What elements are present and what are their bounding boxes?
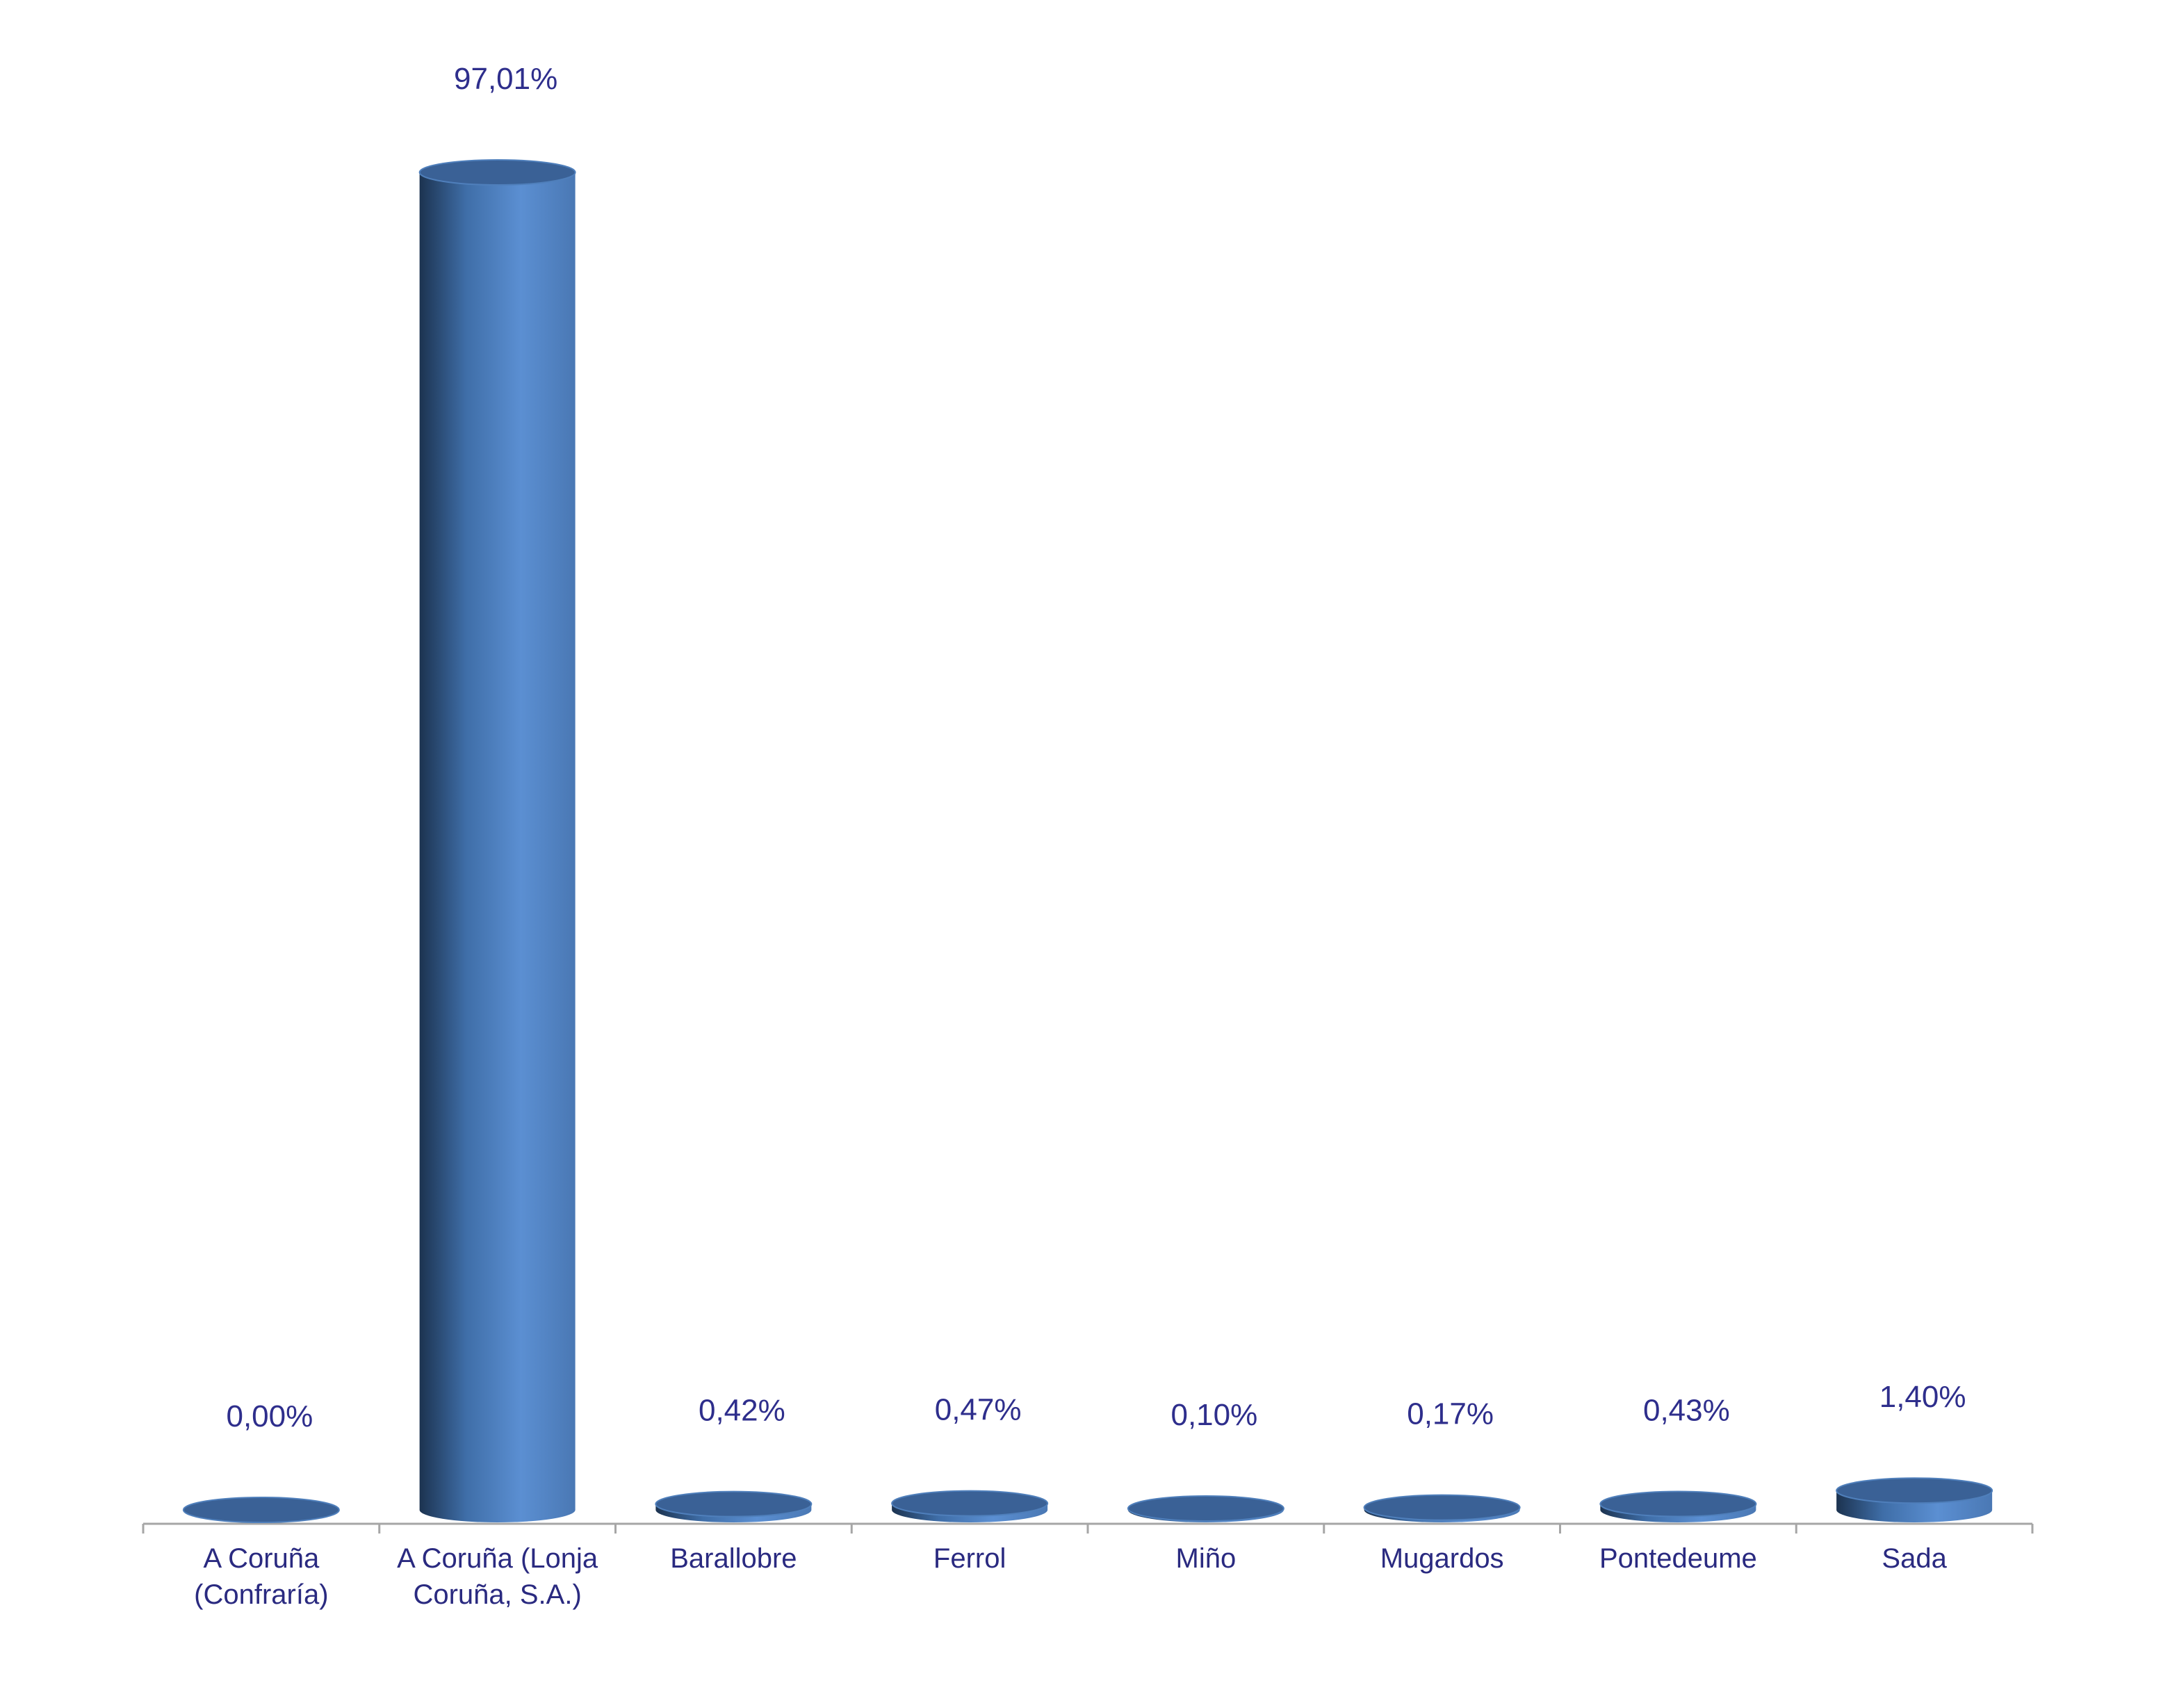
bar: [419, 172, 576, 1522]
value-label: 0,42%: [699, 1394, 785, 1428]
bar-cap: [655, 1490, 813, 1518]
bar-cap: [182, 1497, 340, 1523]
value-label: 0,17%: [1407, 1397, 1494, 1431]
x-tick-label: Mugardos: [1380, 1543, 1504, 1574]
value-label: 97,01%: [454, 62, 557, 96]
bar-cap: [1127, 1495, 1284, 1522]
value-label: 0,43%: [1643, 1393, 1730, 1427]
bar-cap: [1363, 1494, 1521, 1521]
x-tick-label: Sada: [1882, 1543, 1947, 1574]
bar-cap: [891, 1490, 1049, 1517]
value-label: 0,10%: [1170, 1398, 1257, 1432]
x-tick-label: A Coruña (Confraría): [194, 1543, 329, 1610]
bar-cap: [418, 159, 576, 186]
value-label: 0,47%: [935, 1393, 1022, 1427]
x-tick-label: Ferrol: [933, 1543, 1006, 1574]
value-label: 1,40%: [1879, 1380, 1966, 1414]
x-tick-label: Pontedeume: [1599, 1543, 1757, 1574]
x-tick-label: Barallobre: [670, 1543, 797, 1574]
value-label: 0,00%: [226, 1399, 313, 1433]
bar-cap: [1836, 1477, 1993, 1504]
x-tick-label: A Coruña (Lonja Coruña, S.A.): [397, 1543, 598, 1610]
bar-cap: [1599, 1490, 1757, 1518]
x-tick-label: Miño: [1175, 1543, 1237, 1574]
